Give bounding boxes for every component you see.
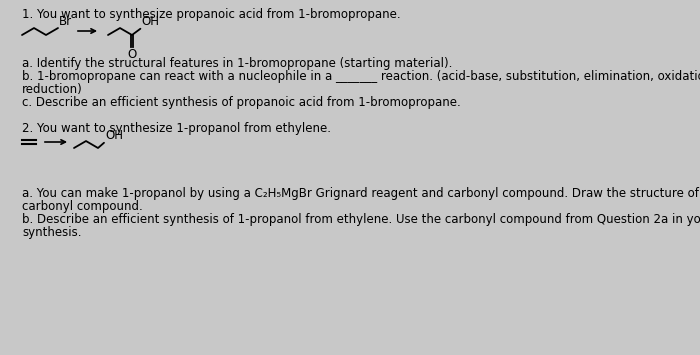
Text: O: O [127,48,136,61]
Text: carbonyl compound.: carbonyl compound. [22,200,143,213]
Text: 2. You want to synthesize 1-propanol from ethylene.: 2. You want to synthesize 1-propanol fro… [22,122,331,135]
Text: synthesis.: synthesis. [22,226,81,239]
Text: b. 1-bromopropane can react with a nucleophile in a _______ reaction. (acid-base: b. 1-bromopropane can react with a nucle… [22,70,700,83]
Text: Br: Br [59,15,72,28]
Text: c. Describe an efficient synthesis of propanoic acid from 1-bromopropane.: c. Describe an efficient synthesis of pr… [22,96,461,109]
Text: a. You can make 1-propanol by using a C₂H₅MgBr Grignard reagent and carbonyl com: a. You can make 1-propanol by using a C₂… [22,187,700,200]
Text: OH: OH [141,15,160,28]
Text: a. Identify the structural features in 1-bromopropane (starting material).: a. Identify the structural features in 1… [22,57,452,70]
Text: 1. You want to synthesize propanoic acid from 1-bromopropane.: 1. You want to synthesize propanoic acid… [22,8,400,21]
Text: OH: OH [105,129,123,142]
Text: reduction): reduction) [22,83,83,96]
Text: b. Describe an efficient synthesis of 1-propanol from ethylene. Use the carbonyl: b. Describe an efficient synthesis of 1-… [22,213,700,226]
